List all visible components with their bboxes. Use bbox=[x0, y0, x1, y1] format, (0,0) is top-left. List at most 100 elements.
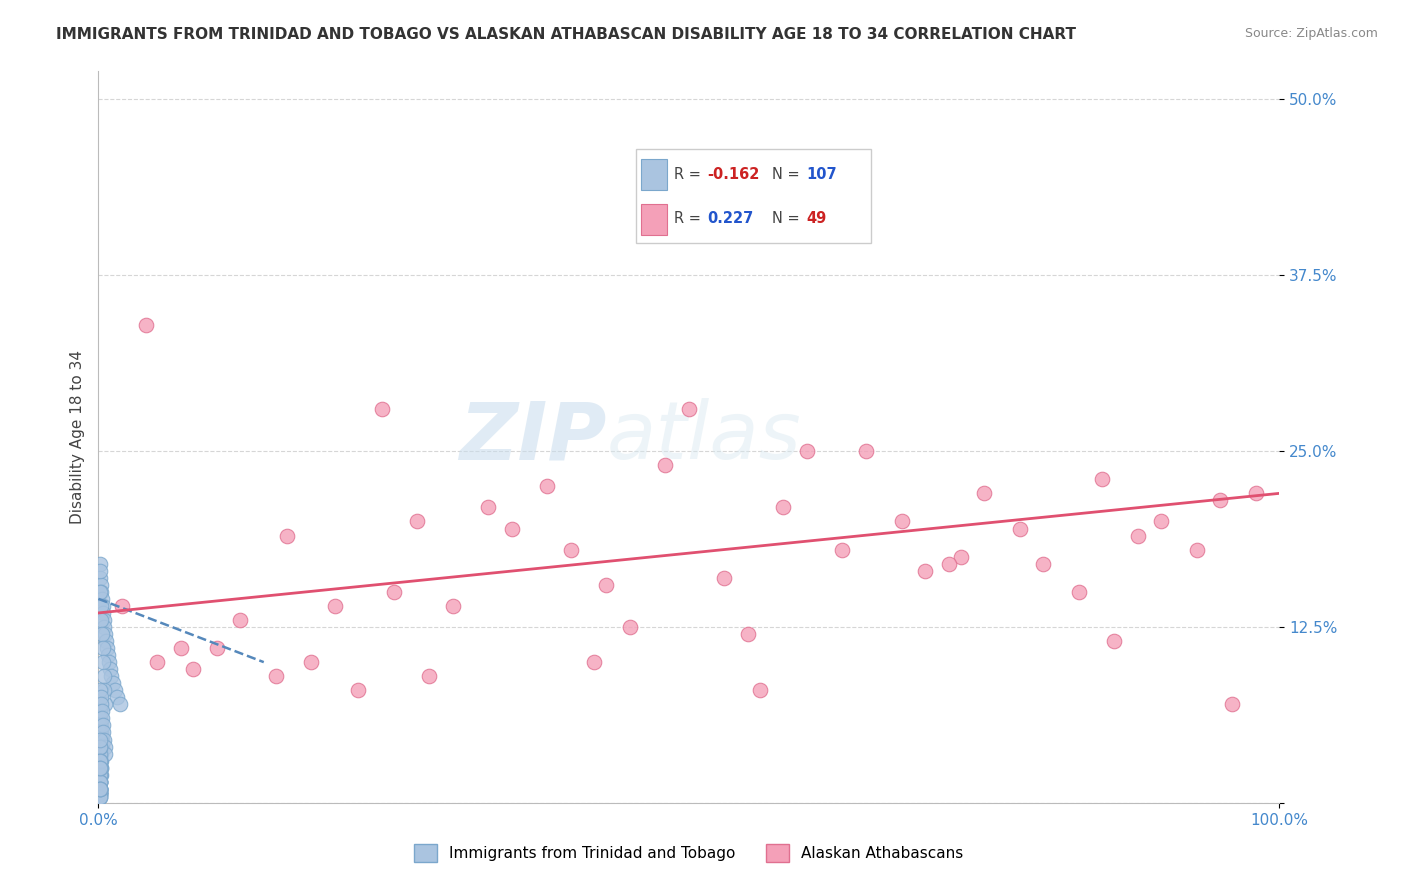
Point bbox=[89, 571, 111, 585]
Text: 49: 49 bbox=[806, 211, 827, 226]
Point bbox=[89, 683, 111, 698]
Point bbox=[299, 655, 322, 669]
Point bbox=[90, 739, 112, 754]
Point bbox=[89, 747, 111, 761]
Point bbox=[91, 732, 114, 747]
Point bbox=[914, 564, 936, 578]
Point bbox=[90, 754, 112, 768]
Point bbox=[1102, 634, 1125, 648]
Point bbox=[90, 718, 112, 732]
Point bbox=[89, 754, 111, 768]
Point bbox=[1126, 528, 1149, 542]
Point bbox=[654, 458, 676, 473]
Point bbox=[796, 444, 818, 458]
Point bbox=[89, 774, 111, 789]
Point bbox=[595, 578, 617, 592]
Point bbox=[91, 718, 114, 732]
Text: N =: N = bbox=[772, 167, 804, 182]
Point bbox=[93, 739, 115, 754]
Text: N =: N = bbox=[772, 211, 804, 226]
Point bbox=[89, 767, 111, 781]
Point bbox=[89, 774, 111, 789]
Point bbox=[90, 747, 112, 761]
Point bbox=[98, 655, 121, 669]
Point bbox=[89, 767, 111, 781]
Point bbox=[89, 781, 111, 796]
Point bbox=[96, 641, 118, 656]
Point bbox=[89, 781, 111, 796]
Point bbox=[89, 739, 111, 754]
Point bbox=[89, 761, 111, 775]
Point bbox=[94, 627, 117, 641]
Point bbox=[89, 767, 111, 781]
Point bbox=[93, 732, 115, 747]
Point bbox=[91, 627, 114, 641]
Point bbox=[108, 698, 131, 712]
Point bbox=[89, 754, 111, 768]
Point bbox=[938, 557, 960, 571]
Point bbox=[441, 599, 464, 613]
Point bbox=[855, 444, 877, 458]
Point bbox=[1185, 542, 1208, 557]
Point bbox=[382, 584, 405, 599]
Point bbox=[1244, 486, 1267, 500]
Point bbox=[90, 698, 112, 712]
Point bbox=[89, 774, 111, 789]
Point bbox=[181, 662, 204, 676]
FancyBboxPatch shape bbox=[641, 204, 666, 235]
Point bbox=[583, 655, 606, 669]
Text: -0.162: -0.162 bbox=[707, 167, 761, 182]
Point bbox=[1067, 584, 1090, 599]
Point bbox=[90, 761, 112, 775]
Point bbox=[89, 564, 111, 578]
Point bbox=[678, 401, 700, 416]
Legend: Immigrants from Trinidad and Tobago, Alaskan Athabascans: Immigrants from Trinidad and Tobago, Ala… bbox=[408, 838, 970, 868]
Point bbox=[89, 557, 111, 571]
Point bbox=[93, 669, 115, 683]
Point bbox=[89, 781, 111, 796]
Point bbox=[89, 788, 111, 802]
Point bbox=[89, 774, 111, 789]
Point bbox=[89, 739, 111, 754]
Point bbox=[89, 790, 111, 805]
Point bbox=[748, 683, 770, 698]
Point bbox=[101, 676, 124, 690]
Point bbox=[89, 781, 111, 796]
Point bbox=[1220, 698, 1243, 712]
Point bbox=[205, 641, 228, 656]
Point bbox=[89, 754, 111, 768]
Point bbox=[89, 784, 111, 798]
Point bbox=[91, 591, 114, 606]
Point bbox=[264, 669, 287, 683]
Point bbox=[737, 627, 759, 641]
Point bbox=[89, 788, 111, 802]
Point bbox=[973, 486, 995, 500]
Point bbox=[89, 788, 111, 802]
Point bbox=[89, 754, 111, 768]
Point bbox=[89, 774, 111, 789]
Point bbox=[89, 754, 111, 768]
Point bbox=[94, 634, 117, 648]
Point bbox=[90, 725, 112, 739]
Point bbox=[91, 711, 114, 725]
Point bbox=[89, 784, 111, 798]
Point bbox=[89, 747, 111, 761]
Point bbox=[323, 599, 346, 613]
Point bbox=[89, 705, 111, 719]
Point bbox=[93, 613, 115, 627]
Point bbox=[713, 571, 735, 585]
Point bbox=[89, 781, 111, 796]
Point bbox=[89, 767, 111, 781]
Text: R =: R = bbox=[673, 167, 706, 182]
Text: ZIP: ZIP bbox=[458, 398, 606, 476]
Point bbox=[477, 500, 499, 515]
Point bbox=[89, 732, 111, 747]
Point bbox=[89, 711, 111, 725]
Y-axis label: Disability Age 18 to 34: Disability Age 18 to 34 bbox=[69, 350, 84, 524]
Text: R =: R = bbox=[673, 211, 706, 226]
Point bbox=[93, 683, 115, 698]
Point bbox=[89, 761, 111, 775]
Point bbox=[93, 620, 115, 634]
Point bbox=[89, 767, 111, 781]
Point bbox=[890, 515, 912, 529]
